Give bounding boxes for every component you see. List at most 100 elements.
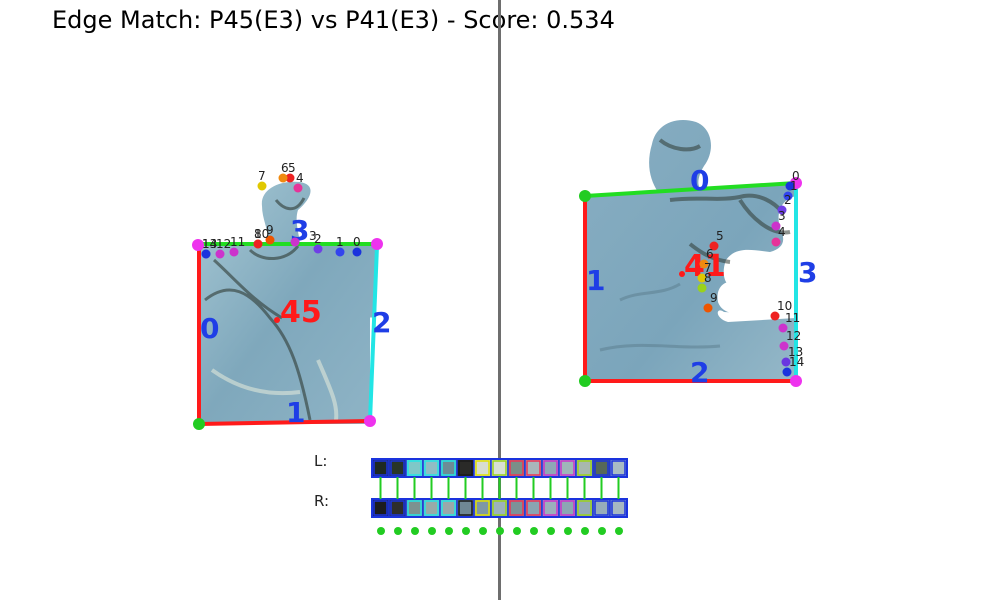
strip-match-dot xyxy=(428,527,436,535)
left-point-11 xyxy=(229,247,239,257)
right-point-1 xyxy=(783,191,793,201)
strip-match-dot xyxy=(513,527,521,535)
left-point-label-7: 7 xyxy=(258,169,266,183)
left-piece xyxy=(198,181,378,424)
right-point-label-2: 2 xyxy=(784,193,792,207)
right-strip-frame xyxy=(390,500,405,516)
right-strip-frame xyxy=(441,500,456,516)
strip-match-dot xyxy=(479,527,487,535)
right-point-label-12: 12 xyxy=(786,329,801,343)
left-piece-center-dot xyxy=(274,317,280,323)
left-point-label-12: 12 xyxy=(216,237,231,251)
right-point-14 xyxy=(782,367,792,377)
left-point-5 xyxy=(285,173,295,183)
left-point-label-13: 13 xyxy=(202,237,217,251)
strip-match-dot xyxy=(462,527,470,535)
strip-match-dot xyxy=(496,527,504,535)
right-point-label-4: 4 xyxy=(778,225,786,239)
left-strip-frame xyxy=(543,460,558,476)
strip-match-dot xyxy=(598,527,606,535)
left-point-label-3: 3 xyxy=(309,229,317,243)
right-point-label-13: 13 xyxy=(788,345,803,359)
right-point-label-5: 5 xyxy=(716,229,724,243)
right-piece-detail xyxy=(658,138,791,264)
left-strip-frame xyxy=(441,460,456,476)
right-corner-tl xyxy=(579,190,591,202)
left-point-9 xyxy=(265,235,275,245)
right-strip-frame xyxy=(373,500,388,516)
color-strips xyxy=(371,458,628,535)
right-strip-frame xyxy=(407,500,422,516)
right-edge-1-label: 1 xyxy=(586,264,605,297)
strip-match-dot xyxy=(377,527,385,535)
strip-match-dot xyxy=(564,527,572,535)
right-strip-frame xyxy=(475,500,490,516)
left-point-12 xyxy=(215,249,225,259)
left-strip-frame xyxy=(475,460,490,476)
left-point-10 xyxy=(253,239,263,249)
right-piece-detail-2 xyxy=(599,282,721,352)
right-strip-frame xyxy=(424,500,439,516)
right-strip-frame xyxy=(526,500,541,516)
right-point-12 xyxy=(779,341,789,351)
right-point-6 xyxy=(699,259,709,269)
right-edge-3-label: 3 xyxy=(798,256,817,289)
right-strip-frame xyxy=(543,500,558,516)
right-point-label-10: 10 xyxy=(777,299,792,313)
strip-match-dot xyxy=(547,527,555,535)
left-point-label-9: 9 xyxy=(266,223,274,237)
left-strip-frame xyxy=(509,460,524,476)
right-edge-0-label: 0 xyxy=(690,164,709,197)
center-divider xyxy=(498,0,501,600)
left-strip-frame xyxy=(458,460,473,476)
left-strip-frame xyxy=(611,460,626,476)
right-point-10 xyxy=(770,311,780,321)
strip-match-dot xyxy=(615,527,623,535)
right-edge-0-line xyxy=(584,181,797,198)
left-corner-br xyxy=(364,415,376,427)
right-point-0 xyxy=(785,181,795,191)
right-point-11 xyxy=(778,323,788,333)
left-point-label-8: 8 xyxy=(254,227,262,241)
right-point-label-14: 14 xyxy=(789,355,804,369)
left-edge-2-label: 2 xyxy=(372,306,391,339)
left-piece-id: 45 xyxy=(280,295,322,330)
strip-match-dot xyxy=(581,527,589,535)
right-point-2 xyxy=(777,205,787,215)
left-strip-frame xyxy=(560,460,575,476)
left-piece-detail-2 xyxy=(210,359,339,421)
right-point-label-9: 9 xyxy=(710,291,718,305)
left-edge-2-line xyxy=(368,245,379,422)
strip-match-dot xyxy=(411,527,419,535)
left-strip-frame xyxy=(526,460,541,476)
left-point-label-0: 0 xyxy=(353,235,361,249)
right-piece-cutout xyxy=(717,281,750,314)
right-strip-frame xyxy=(560,500,575,516)
right-strip-frame xyxy=(458,500,473,516)
right-point-5 xyxy=(709,241,719,251)
strip-match-dot xyxy=(445,527,453,535)
left-point-label-2: 2 xyxy=(314,232,322,246)
right-point-label-8: 8 xyxy=(704,271,712,285)
right-point-label-0: 0 xyxy=(792,169,800,183)
left-piece-body xyxy=(198,181,378,424)
left-corner-tl xyxy=(192,239,204,251)
left-strip-frame xyxy=(577,460,592,476)
left-point-6 xyxy=(278,173,288,183)
left-edge-0-label: 0 xyxy=(200,312,219,345)
right-point-7 xyxy=(697,273,707,283)
left-point-3 xyxy=(290,237,300,247)
right-strip-frame xyxy=(492,500,507,516)
right-point-label-1: 1 xyxy=(790,179,798,193)
right-point-label-11: 11 xyxy=(785,311,800,325)
right-piece xyxy=(584,120,796,383)
right-piece-body xyxy=(584,120,796,383)
left-strip-frame xyxy=(407,460,422,476)
left-point-4 xyxy=(293,183,303,193)
left-point-0 xyxy=(352,247,362,257)
left-point-label-6: 6 xyxy=(281,161,289,175)
right-strip-frame xyxy=(594,500,609,516)
right-strip-frame xyxy=(509,500,524,516)
